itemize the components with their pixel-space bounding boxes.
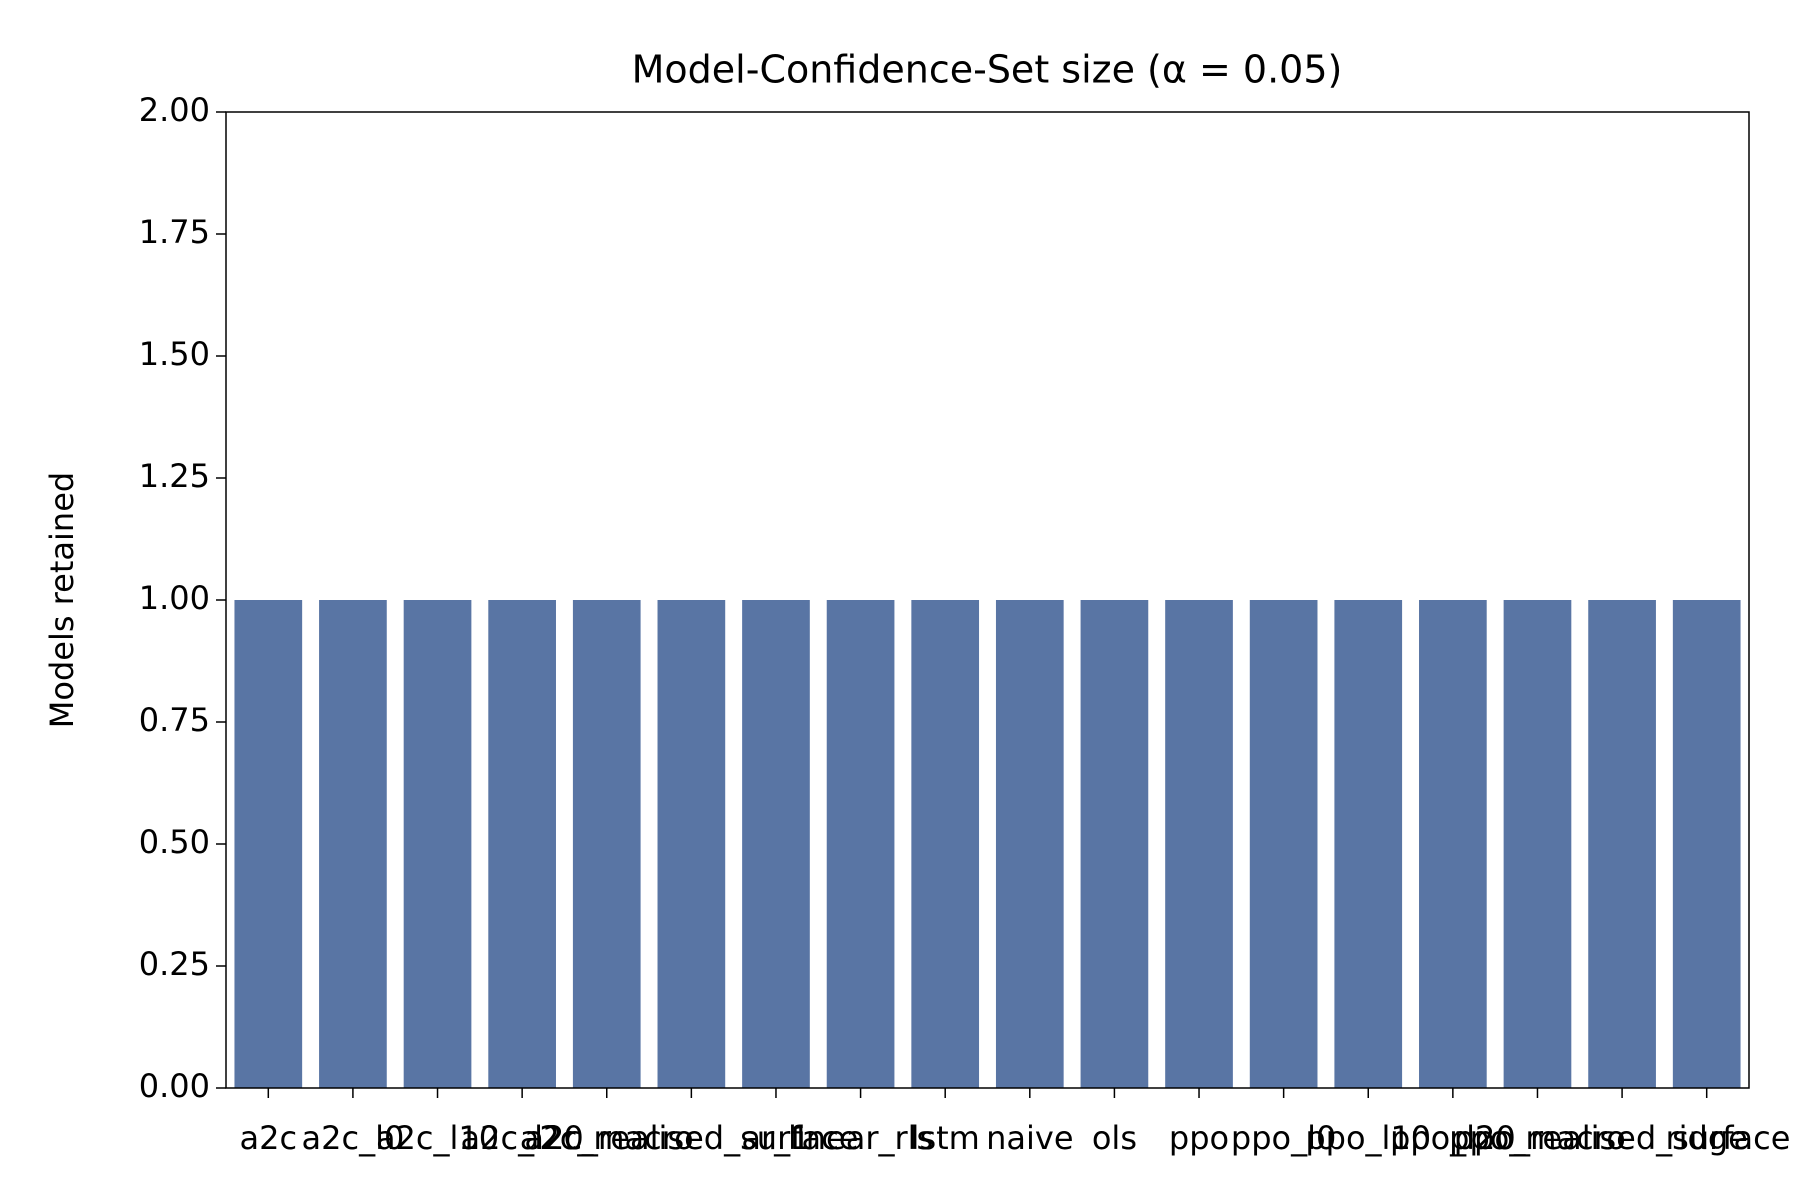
x-tick-label: linear_rls <box>788 1119 933 1157</box>
x-tick-label: ppo_realised_surface <box>1454 1119 1791 1157</box>
y-tick-label: 0.75 <box>139 701 210 739</box>
x-tick-label: a2c_realised_surface <box>524 1119 858 1157</box>
bar <box>572 600 641 1088</box>
x-tick-label: ppo <box>1169 1119 1229 1157</box>
x-tick-label: ppo_l20 <box>1390 1119 1516 1157</box>
y-tick-label: 0.50 <box>139 823 210 861</box>
bar <box>826 600 895 1088</box>
bar <box>657 600 726 1088</box>
bar <box>1249 600 1318 1088</box>
x-tick-label: ppo_l10 <box>1305 1119 1431 1157</box>
x-tick-label: a2c_l20 <box>461 1119 584 1157</box>
y-tick-label: 1.50 <box>139 335 210 373</box>
x-tick-label: ar_1 <box>741 1119 810 1157</box>
bar <box>1672 600 1741 1088</box>
y-tick-label: 0.00 <box>139 1067 210 1105</box>
bar <box>911 600 980 1088</box>
y-tick-label: 1.25 <box>139 457 210 495</box>
y-tick-label: 2.00 <box>139 91 210 129</box>
y-tick-label: 1.75 <box>139 213 210 251</box>
x-tick-label: ppo_l0 <box>1231 1119 1336 1157</box>
bar <box>403 600 472 1088</box>
bar <box>995 600 1064 1088</box>
bar <box>1165 600 1233 1088</box>
bar <box>1419 600 1487 1088</box>
bar <box>742 600 810 1088</box>
y-tick-label: 1.00 <box>139 579 210 617</box>
bar <box>319 600 387 1088</box>
x-tick-label: a2c <box>240 1119 298 1157</box>
bar <box>234 600 303 1088</box>
x-tick-label: a2c_l0 <box>302 1119 405 1157</box>
x-tick-label: ppo_macro <box>1449 1119 1626 1157</box>
bar <box>1588 600 1656 1088</box>
bar <box>488 600 556 1088</box>
y-axis-label: Models retained <box>43 472 81 728</box>
bar <box>1334 600 1403 1088</box>
bar <box>1080 600 1149 1088</box>
x-tick-label: ridge <box>1666 1119 1748 1157</box>
x-tick-label: naive <box>986 1119 1073 1157</box>
chart-title: Model-Confidence-Set size (α = 0.05) <box>632 48 1343 92</box>
bar <box>1503 600 1572 1088</box>
x-tick-label: lstm <box>911 1119 980 1157</box>
x-tick-label: a2c_macro <box>520 1119 694 1157</box>
plot-frame <box>225 111 1750 1089</box>
x-tick-label: a2c_l10 <box>376 1119 499 1157</box>
x-tick-label: ols <box>1092 1119 1137 1157</box>
y-tick-label: 0.25 <box>139 945 210 983</box>
